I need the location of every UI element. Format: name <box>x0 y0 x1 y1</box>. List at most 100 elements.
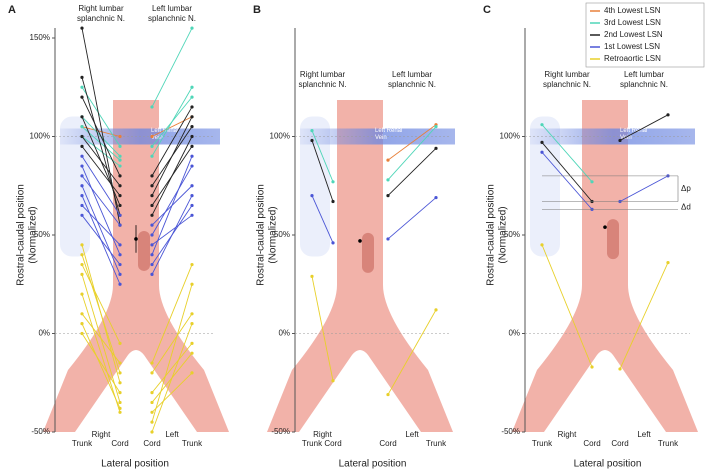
nerve-point <box>190 262 194 267</box>
y-axis-label: Rostral-caudal position <box>16 184 27 286</box>
nerve-point <box>150 262 154 267</box>
nerve-line <box>151 146 193 206</box>
nerve-point <box>80 134 84 139</box>
nerve-line <box>387 197 437 240</box>
nerve-line <box>81 175 121 226</box>
nerve-line <box>151 195 193 275</box>
nerve-point <box>310 128 314 133</box>
nerve-point <box>118 154 122 158</box>
nerve-line <box>387 124 437 161</box>
nerve-line <box>81 96 121 177</box>
nerve-label: Right lumbar <box>544 70 590 79</box>
nerve-point <box>118 282 122 286</box>
nerve-point <box>80 174 84 178</box>
x-tick-label: Cord <box>379 439 396 448</box>
group-label: Left <box>637 430 651 439</box>
x-tick-label: Trunk <box>426 439 447 448</box>
mean-point <box>134 237 138 241</box>
nerve-point <box>80 144 84 148</box>
nerve-line <box>311 130 334 182</box>
body-marker <box>362 232 374 273</box>
legend-label: 2nd Lowest LSN <box>604 30 663 39</box>
group-label: Right <box>558 430 577 439</box>
x-tick-label: Trunk <box>658 439 679 448</box>
nerve-label: Right lumbar <box>78 4 124 13</box>
nerve-point <box>118 203 122 208</box>
nerve-point <box>118 406 122 410</box>
nerve-point <box>190 322 194 326</box>
panel: -50%0%50%100%150%Trunk Cord Cord TrunkRight… <box>8 4 229 470</box>
nerve-point <box>118 194 122 198</box>
nerve-line <box>151 343 193 393</box>
nerve-line <box>311 140 334 202</box>
vein-label: Left Renal <box>620 128 647 134</box>
nerve-point <box>150 371 154 375</box>
nerve-line <box>81 77 121 216</box>
nerve-line <box>81 293 121 413</box>
group-label: Right <box>92 430 111 439</box>
nerve-point <box>80 253 84 257</box>
nerve-point <box>190 154 194 158</box>
nerve-point <box>540 150 544 154</box>
nerve-point <box>540 123 544 127</box>
nerve-point <box>80 26 84 30</box>
x-tick-label: Trunk <box>302 439 323 448</box>
nerve-point <box>150 134 154 139</box>
nerve-label: Left lumbar <box>624 70 664 79</box>
nerve-point <box>150 391 154 395</box>
nerve-line <box>387 309 437 395</box>
nerve-point <box>540 140 544 145</box>
delta-label: Δp <box>681 184 691 193</box>
nerve-point <box>80 243 84 247</box>
nerve-label: splanchnic N. <box>148 14 196 23</box>
nerve-point <box>150 144 154 148</box>
nerve-label: Right lumbar <box>300 70 346 79</box>
nerve-point <box>118 174 122 178</box>
nerve-point <box>150 430 154 434</box>
nerve-line <box>541 151 593 210</box>
nerve-point <box>434 308 438 312</box>
nerve-line <box>151 313 193 374</box>
nerve-line <box>81 333 121 393</box>
nerve-point <box>190 125 194 129</box>
nerve-point <box>386 158 390 162</box>
nerve-point <box>150 272 154 276</box>
nerve-point <box>331 180 335 184</box>
nerve-line <box>81 215 121 265</box>
nerve-point <box>118 381 122 385</box>
nerve-line <box>81 185 121 275</box>
nerve-line <box>387 147 437 196</box>
nerve-point <box>190 85 194 89</box>
legend-label: Retroaortic LSN <box>604 54 661 63</box>
nerve-label: splanchnic N. <box>298 80 346 89</box>
nerve-point <box>190 95 194 99</box>
nerve-point <box>118 164 122 168</box>
nerve-line <box>311 276 334 381</box>
nerve-point <box>80 312 84 316</box>
nerve-line <box>151 96 193 147</box>
legend: 4th Lowest LSN 3rd Lowest LSN 2nd Lowest L… <box>585 2 705 68</box>
nerve-point <box>80 322 84 326</box>
nerve-line <box>81 87 121 147</box>
nerve-point <box>331 241 335 245</box>
y-tick-label: -50% <box>501 427 520 436</box>
y-tick-label: 100% <box>30 132 50 141</box>
nerve-point <box>666 260 670 265</box>
nerve-line <box>151 323 193 433</box>
y-axis-label: Rostral-caudal position <box>256 184 267 286</box>
nerve-line <box>81 264 121 344</box>
x-tick-label: Trunk <box>182 439 203 448</box>
kidney-shadow <box>60 116 90 257</box>
x-axis-label: Lateral position <box>339 459 407 470</box>
nerve-point <box>80 184 84 188</box>
nerve-point <box>190 105 194 109</box>
nerve-point <box>118 223 122 227</box>
nerve-line <box>619 175 669 202</box>
nerve-point <box>386 178 390 182</box>
nerve-line <box>81 323 121 409</box>
nerve-point <box>118 371 122 375</box>
nerve-point <box>190 194 194 198</box>
nerve-point <box>118 158 122 162</box>
nerve-point <box>190 312 194 316</box>
nerve-line <box>151 284 193 423</box>
